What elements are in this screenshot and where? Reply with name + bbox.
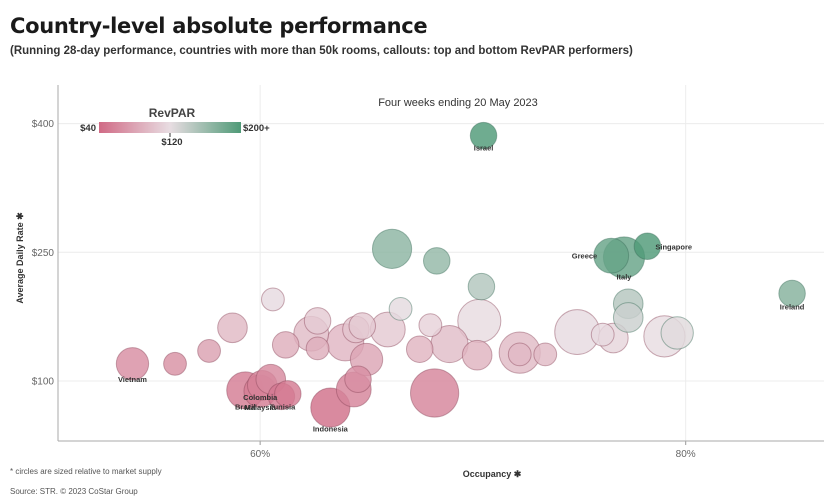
label-israel: Israel	[474, 144, 494, 153]
bubble	[163, 351, 187, 376]
label-singapore: Singapore	[655, 242, 692, 251]
bubble	[590, 322, 615, 347]
bubble	[217, 312, 248, 344]
bubble	[422, 247, 451, 275]
label-indonesia: Indonesia	[313, 425, 349, 434]
bubble	[410, 368, 460, 418]
legend-title: RevPAR	[149, 106, 196, 120]
bubble	[660, 316, 694, 350]
legend-color-ramp	[99, 122, 241, 133]
bubble-israel	[469, 121, 498, 150]
bubble-singapore	[633, 232, 662, 261]
bubble	[507, 342, 532, 367]
bubble	[274, 380, 302, 408]
bubble-series	[115, 121, 806, 428]
bubble-ireland	[778, 279, 806, 308]
bubble	[261, 287, 285, 312]
bubble	[305, 336, 330, 361]
bubble	[371, 228, 413, 269]
revpar-legend: RevPAR $40 $200+ $120	[80, 106, 270, 148]
bubble	[344, 365, 372, 393]
x-tick-label: 60%	[250, 449, 270, 460]
bubble	[197, 339, 221, 363]
bubble	[348, 312, 377, 340]
bubble	[461, 339, 493, 371]
legend-max-label: $200+	[243, 123, 270, 134]
bubble	[388, 296, 413, 321]
chart-title: Country-level absolute performance	[10, 14, 428, 38]
bubble-greece	[593, 237, 630, 274]
y-tick-label: $400	[32, 119, 55, 130]
y-tick-label: $100	[32, 376, 55, 387]
label-tunisia: Tunisia	[270, 402, 297, 411]
bubble-vietnam	[115, 347, 150, 381]
label-ireland: Ireland	[780, 302, 805, 311]
label-greece: Greece	[572, 252, 597, 261]
bubble	[467, 272, 496, 301]
legend-mid-label: $120	[161, 137, 182, 148]
label-malaysia: Malaysia	[244, 403, 276, 412]
x-tick-label: 80%	[676, 449, 696, 460]
bubble	[533, 342, 558, 367]
y-axis-title: Average Daily Rate ✱	[15, 212, 25, 304]
source-note: Source: STR. © 2023 CoStar Group	[10, 487, 138, 496]
x-axis-title: Occupancy ✱	[463, 469, 522, 479]
label-brazil: Brazil	[235, 402, 255, 411]
footnote: * circles are sized relative to market s…	[10, 467, 162, 476]
label-colombia: Colombia	[243, 393, 278, 402]
bubble	[303, 307, 332, 335]
chart-subtitle: (Running 28-day performance, countries w…	[10, 45, 633, 57]
legend-min-label: $40	[80, 123, 96, 134]
bubble	[612, 302, 644, 333]
y-tick-label: $250	[32, 248, 55, 259]
callout-labels: Israel Singapore Greece Italy Ireland Vietnam…	[118, 144, 805, 434]
bubble	[271, 331, 300, 359]
label-italy: Italy	[616, 272, 632, 281]
axes: $100 $250 $400 60% 80%	[32, 85, 824, 460]
period-annotation: Four weeks ending 20 May 2023	[378, 97, 538, 109]
bubble	[405, 335, 434, 363]
label-vietnam: Vietnam	[118, 375, 147, 384]
bubble	[418, 313, 443, 338]
